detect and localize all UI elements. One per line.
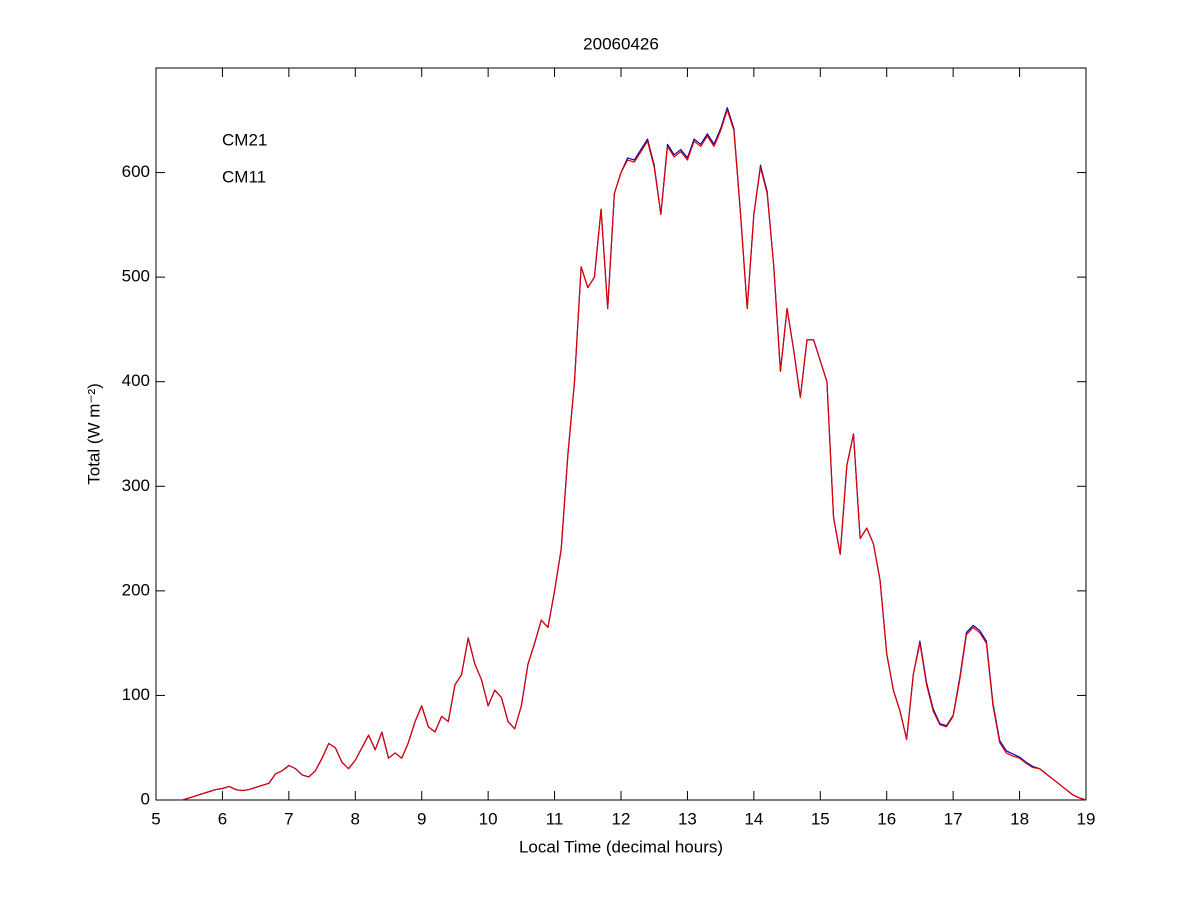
x-tick-label: 16 (877, 809, 896, 828)
y-tick-label: 100 (122, 685, 150, 704)
x-tick-label: 7 (284, 809, 293, 828)
line-series (182, 109, 1087, 801)
y-axis-label: Total (W m⁻²) (84, 383, 103, 485)
x-tick-label: 18 (1010, 809, 1029, 828)
chart-title: 20060426 (583, 34, 659, 53)
y-tick-label: 300 (122, 476, 150, 495)
x-tick-label: 6 (218, 809, 227, 828)
legend-label: CM11 (222, 167, 266, 186)
x-tick-label: 5 (151, 809, 160, 828)
x-tick-label: 11 (546, 809, 564, 828)
x-tick-label: 14 (744, 809, 763, 828)
x-tick-label: 12 (612, 809, 631, 828)
y-tick-label: 600 (122, 162, 150, 181)
y-tick-label: 400 (122, 371, 150, 390)
x-tick-label: 8 (351, 809, 360, 828)
x-tick-label: 19 (1077, 809, 1096, 828)
x-tick-label: 17 (944, 809, 963, 828)
legend-label: CM21 (222, 130, 267, 149)
x-tick-label: 9 (417, 809, 426, 828)
y-tick-label: 200 (122, 580, 150, 599)
x-tick-label: 13 (678, 809, 697, 828)
y-tick-label: 500 (122, 267, 150, 286)
x-tick-label: 15 (811, 809, 830, 828)
x-axis-label: Local Time (decimal hours) (519, 837, 723, 856)
y-tick-label: 0 (141, 789, 150, 808)
x-tick-label: 10 (479, 809, 498, 828)
